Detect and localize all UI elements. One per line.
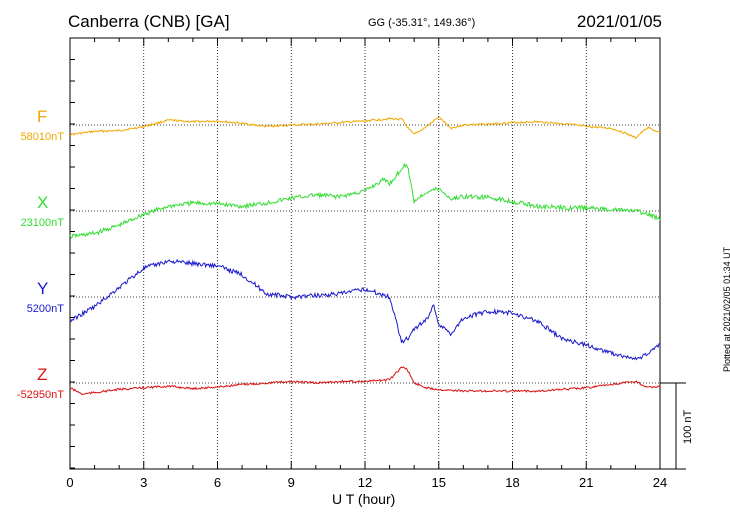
x-tick-label: 24 bbox=[653, 475, 667, 490]
station-coordinates: GG (-35.31°, 149.36°) bbox=[368, 17, 476, 29]
x-tick-label: 18 bbox=[505, 475, 519, 490]
x-tick-label: 12 bbox=[358, 475, 372, 490]
x-tick-label: 6 bbox=[214, 475, 221, 490]
series-label-y: Y bbox=[37, 279, 49, 298]
x-tick-label: 15 bbox=[432, 475, 446, 490]
x-axis-label: U T (hour) bbox=[332, 491, 396, 507]
series-baseline-z: -52950nT bbox=[16, 389, 64, 401]
plotted-timestamp: Plotted at 2021/02/05 01:34 UT bbox=[722, 246, 730, 372]
series-label-f: F bbox=[37, 107, 48, 126]
plot-date: 2021/01/05 bbox=[576, 12, 662, 31]
station-title: Canberra (CNB) [GA] bbox=[68, 12, 230, 31]
x-tick-label: 3 bbox=[140, 475, 147, 490]
series-baseline-f: 58010nT bbox=[20, 131, 64, 143]
series-label-x: X bbox=[37, 193, 49, 212]
x-tick-label: 0 bbox=[66, 475, 73, 490]
series-baseline-y: 5200nT bbox=[26, 303, 64, 315]
x-tick-label: 9 bbox=[288, 475, 295, 490]
series-label-z: Z bbox=[37, 365, 48, 384]
series-line-z bbox=[69, 366, 661, 396]
scale-bar-label: 100 nT bbox=[682, 409, 694, 444]
series-line-y bbox=[69, 258, 660, 361]
x-tick-label: 21 bbox=[579, 475, 593, 490]
series-line-f bbox=[69, 116, 661, 140]
series-baseline-x: 23100nT bbox=[20, 217, 64, 229]
series-line-x bbox=[69, 162, 661, 239]
